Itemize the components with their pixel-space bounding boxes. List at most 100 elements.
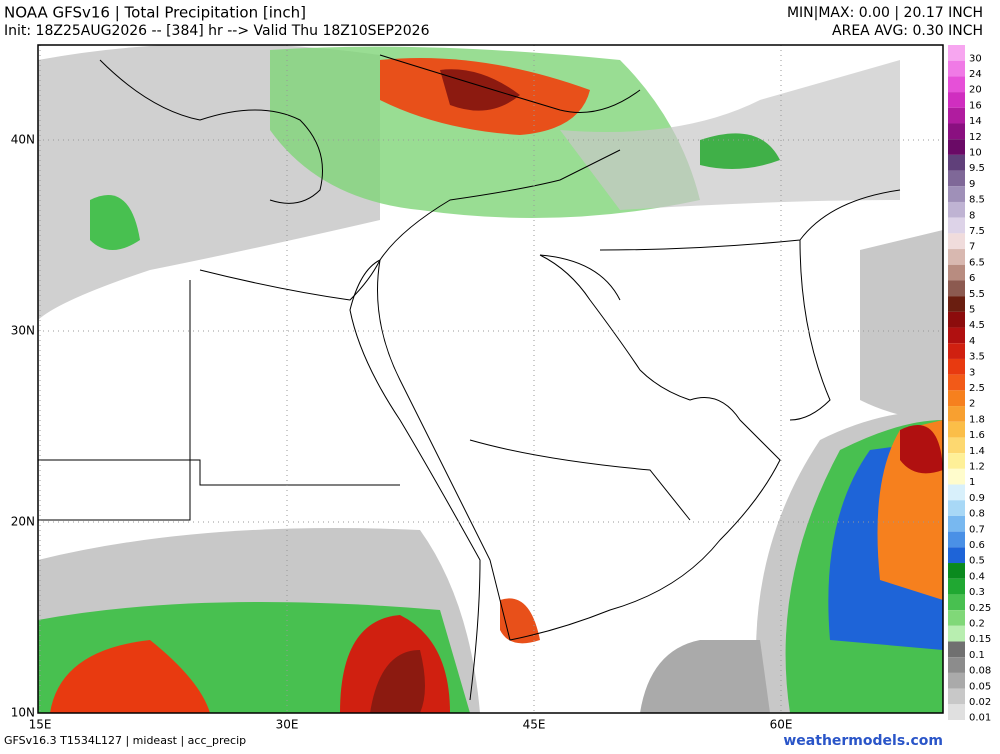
colorbar-swatch (948, 641, 965, 658)
lon-label: 15E (29, 718, 52, 732)
colorbar-label: 1.4 (969, 446, 985, 457)
colorbar-label: 8.5 (969, 195, 985, 206)
colorbar-swatch (948, 280, 965, 297)
colorbar-label: 2.5 (969, 383, 985, 394)
colorbar-label: 8 (969, 210, 975, 221)
colorbar-label: 0.1 (969, 650, 985, 661)
colorbar-label: 0.01 (969, 713, 991, 724)
colorbar-label: 10 (969, 148, 982, 159)
colorbar-label: 0.2 (969, 618, 985, 629)
colorbar-label: 30 (969, 53, 982, 64)
colorbar-label: 0.05 (969, 681, 991, 692)
lon-label: 60E (770, 718, 793, 732)
colorbar-swatch (948, 406, 965, 422)
colorbar-swatch (948, 515, 965, 532)
colorbar-swatch (948, 704, 965, 720)
colorbar-label: 0.5 (969, 556, 985, 567)
colorbar-swatch (948, 264, 965, 281)
colorbar-label: 1.6 (969, 430, 985, 441)
colorbar-swatch (948, 343, 965, 359)
colorbar-label: 6 (969, 273, 975, 284)
colorbar-swatch (948, 390, 965, 407)
area-avg: AREA AVG: 0.30 INCH (832, 23, 983, 39)
footer-model: GFSv16.3 T1534L127 | mideast | acc_preci… (4, 734, 246, 747)
colorbar-swatch (948, 233, 965, 250)
subtitle: Init: 18Z25AUG2026 -- [384] hr --> Valid… (4, 23, 430, 39)
colorbar-label: 2 (969, 399, 975, 410)
colorbar-label: 0.25 (969, 603, 991, 614)
colorbar: 302420161412109.598.587.576.565.554.543.… (948, 45, 991, 724)
colorbar-swatch (948, 563, 965, 579)
colorbar-label: 24 (969, 69, 982, 80)
colorbar-label: 3.5 (969, 352, 985, 363)
colorbar-swatch (948, 45, 965, 61)
colorbar-swatch (948, 547, 965, 564)
colorbar-label: 0.6 (969, 540, 985, 551)
title: NOAA GFSv16 | Total Precipitation [inch] (4, 4, 306, 22)
colorbar-label: 6.5 (969, 257, 985, 268)
colorbar-swatch (948, 249, 965, 265)
colorbar-label: 14 (969, 116, 982, 127)
colorbar-swatch (948, 327, 965, 344)
lon-label: 30E (276, 718, 299, 732)
colorbar-swatch (948, 594, 965, 611)
colorbar-swatch (948, 500, 965, 516)
colorbar-swatch (948, 170, 965, 187)
colorbar-swatch (948, 657, 965, 673)
colorbar-label: 0.4 (969, 571, 985, 582)
colorbar-swatch (948, 60, 965, 77)
colorbar-swatch (948, 468, 965, 485)
colorbar-label: 0.7 (969, 524, 985, 535)
colorbar-swatch (948, 201, 965, 218)
colorbar-label: 9 (969, 179, 975, 190)
colorbar-swatch (948, 92, 965, 108)
colorbar-label: 9.5 (969, 163, 985, 174)
colorbar-label: 0.8 (969, 509, 985, 520)
colorbar-swatch (948, 688, 965, 705)
colorbar-label: 4 (969, 336, 975, 347)
colorbar-label: 0.3 (969, 587, 985, 598)
colorbar-label: 1 (969, 477, 975, 488)
colorbar-swatch (948, 625, 965, 642)
colorbar-swatch (948, 107, 965, 124)
colorbar-label: 1.8 (969, 414, 985, 425)
colorbar-swatch (948, 610, 965, 626)
colorbar-swatch (948, 672, 965, 689)
footer-site: weathermodels.com (783, 733, 943, 749)
colorbar-label: 5.5 (969, 289, 985, 300)
lon-label: 45E (523, 718, 546, 732)
colorbar-label: 5 (969, 305, 975, 316)
colorbar-swatch (948, 76, 965, 93)
colorbar-swatch (948, 154, 965, 171)
colorbar-label: 12 (969, 132, 982, 143)
colorbar-label: 0.9 (969, 493, 985, 504)
colorbar-swatch (948, 374, 965, 391)
colorbar-label: 7.5 (969, 226, 985, 237)
colorbar-swatch (948, 123, 965, 140)
colorbar-label: 0.02 (969, 697, 991, 708)
colorbar-swatch (948, 311, 965, 328)
colorbar-label: 1.2 (969, 461, 985, 472)
colorbar-swatch (948, 437, 965, 454)
colorbar-swatch (948, 453, 965, 469)
colorbar-label: 0.15 (969, 634, 991, 645)
colorbar-label: 4.5 (969, 320, 985, 331)
colorbar-label: 20 (969, 85, 982, 96)
colorbar-swatch (948, 421, 965, 438)
colorbar-swatch (948, 139, 965, 155)
minmax: MIN|MAX: 0.00 | 20.17 INCH (787, 5, 983, 21)
lat-label: 10N (11, 706, 35, 720)
colorbar-swatch (948, 296, 965, 312)
colorbar-swatch (948, 578, 965, 595)
lat-label: 40N (11, 133, 35, 147)
colorbar-swatch (948, 186, 965, 202)
colorbar-swatch (948, 484, 965, 501)
colorbar-label: 3 (969, 367, 975, 378)
map (37, 44, 944, 714)
colorbar-swatch (948, 358, 965, 375)
colorbar-label: 0.08 (969, 666, 991, 677)
colorbar-label: 16 (969, 100, 982, 111)
colorbar-label: 7 (969, 242, 975, 253)
colorbar-swatch (948, 217, 965, 234)
